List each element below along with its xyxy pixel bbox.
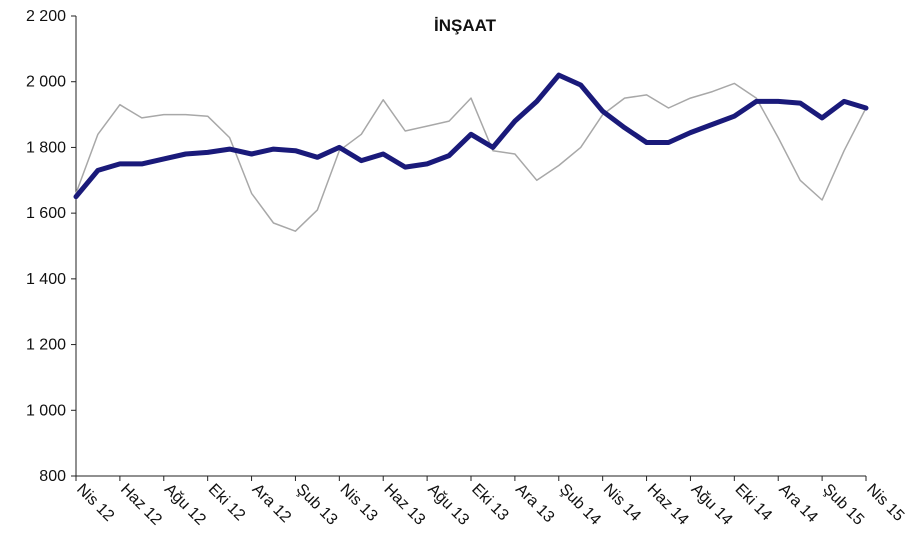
x-tick-label: Eki 12 (205, 481, 249, 525)
x-tick-label: Nis 12 (73, 481, 117, 525)
x-tick-label: Haz 12 (117, 481, 165, 529)
x-tick-label: Şub 15 (819, 481, 867, 529)
y-tick-label: 1 200 (26, 337, 66, 354)
x-tick-label: Ağu 13 (424, 481, 472, 529)
y-tick-label: 1 600 (26, 205, 66, 222)
chart-axes: 800 1 000 1 200 1 400 1 600 1 800 2 000 2 200 Ni… (26, 8, 907, 529)
x-tick-label: Ara 12 (249, 481, 294, 526)
x-tick-label: Eki 13 (468, 481, 512, 525)
x-tick-label: Ağu 14 (688, 481, 736, 529)
chart-series (73, 72, 869, 232)
y-tick-label: 1 400 (26, 271, 66, 288)
y-tick-label: 1 000 (26, 402, 66, 419)
x-tick-label: Ara 14 (775, 481, 820, 526)
y-tick-label: 2 000 (26, 74, 66, 91)
x-tick-label: Şub 14 (556, 481, 604, 529)
x-tick-label: Eki 14 (732, 481, 776, 525)
x-tick-label: Nis 14 (600, 481, 644, 525)
x-tick-label: Ağu 12 (161, 481, 209, 529)
chart-title: İNŞAAT (434, 16, 497, 35)
x-tick-label: Haz 13 (380, 481, 428, 529)
x-tick-label: Şub 13 (293, 481, 341, 529)
x-tick-label: Haz 14 (644, 481, 692, 529)
y-tick-label: 1 800 (26, 139, 66, 156)
series-line-2 (73, 72, 869, 200)
series-line-1 (75, 82, 867, 232)
y-tick-label: 800 (39, 468, 66, 485)
x-tick-label: Ara 13 (512, 481, 557, 526)
x-tick-label: Nis 13 (337, 481, 381, 525)
y-tick-label: 2 200 (26, 8, 66, 25)
x-tick-label: Nis 15 (863, 481, 907, 525)
